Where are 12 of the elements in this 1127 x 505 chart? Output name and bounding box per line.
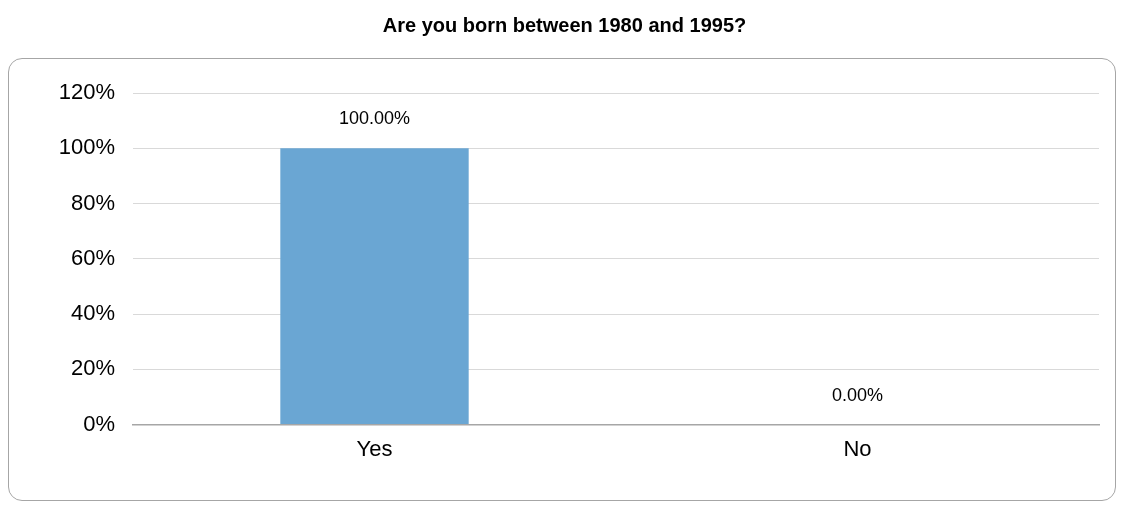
data-label: 0.00%: [831, 384, 884, 405]
y-tick-label: 0%: [83, 410, 115, 436]
chart-title: Are you born between 1980 and 1995?: [382, 13, 747, 36]
y-tick-label: 20%: [70, 355, 115, 381]
x-tick-label: No: [843, 435, 872, 461]
y-tick-label: 100%: [58, 134, 115, 160]
x-tick-label: Yes: [356, 435, 393, 461]
y-tick-label: 120%: [58, 79, 115, 105]
y-tick-label: 40%: [70, 300, 115, 326]
y-tick-label: 60%: [70, 244, 115, 270]
y-tick-label: 80%: [70, 189, 115, 215]
data-label: 100.00%: [338, 108, 411, 129]
